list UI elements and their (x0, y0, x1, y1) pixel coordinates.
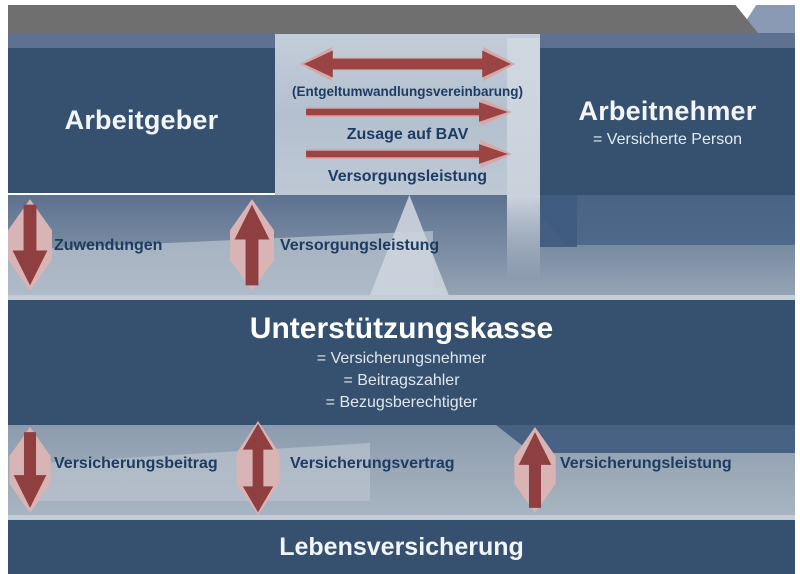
contributions-down-arrow-icon (8, 199, 52, 291)
support-fund-role: = Versicherungsnehmer (316, 350, 487, 367)
double-horizontal-arrow-icon (299, 46, 516, 82)
contract-label: Versicherungsvertrag (290, 455, 455, 472)
insurer-title: Lebensversicherung (279, 532, 524, 561)
employer-box: Arbeitgeber (8, 48, 275, 193)
benefit-label: Versorgungsleistung (327, 168, 488, 185)
connector-strip (540, 195, 577, 247)
premium-down-arrow-icon (9, 427, 51, 513)
header-gray-bar (8, 5, 758, 33)
promise-right-arrow-icon (306, 98, 512, 126)
upper-flow-zone: Zuwendungen Versorgungsleistung (8, 195, 795, 295)
contract-double-vertical-arrow-icon (236, 421, 280, 515)
insurance-benefit-up-arrow-icon (514, 427, 556, 513)
contributions-label: Zuwendungen (54, 237, 163, 254)
benefit-right-arrow-icon (306, 140, 512, 168)
upper-benefit-label: Versorgungsleistung (280, 237, 440, 254)
divider-strip (8, 295, 795, 300)
support-fund-role: = Bezugsberechtigter (325, 394, 478, 411)
lower-flow-zone: Versicherungsbeitrag Versicherungsvertra… (8, 421, 795, 515)
support-fund-title: Unterstützungskasse (249, 312, 554, 345)
divider-strip (8, 515, 795, 520)
panel-light-strip (507, 195, 540, 295)
promise-label: Zusage auf BAV (346, 126, 469, 143)
employee-title: Arbeitnehmer (578, 95, 757, 126)
employee-box: Arbeitnehmer = Versicherte Person (540, 48, 795, 196)
agreement-label: (Entgeltumwandlungsvereinbarung) (291, 84, 523, 99)
support-fund-role: = Beitragszahler (343, 372, 460, 389)
support-fund-band: Unterstützungskasse = Versicherungsnehme… (8, 300, 795, 425)
employer-title: Arbeitgeber (64, 105, 219, 135)
premium-label: Versicherungsbeitrag (54, 455, 218, 472)
insurance-benefit-label: Versicherungsleistung (560, 455, 732, 472)
employee-subtitle: = Versicherte Person (593, 130, 742, 148)
insurer-band: Lebensversicherung (8, 520, 795, 574)
relations-panel: (Entgeltumwandlungsvereinbarung) Zusage … (275, 34, 540, 195)
benefit-up-arrow-icon (230, 199, 274, 291)
